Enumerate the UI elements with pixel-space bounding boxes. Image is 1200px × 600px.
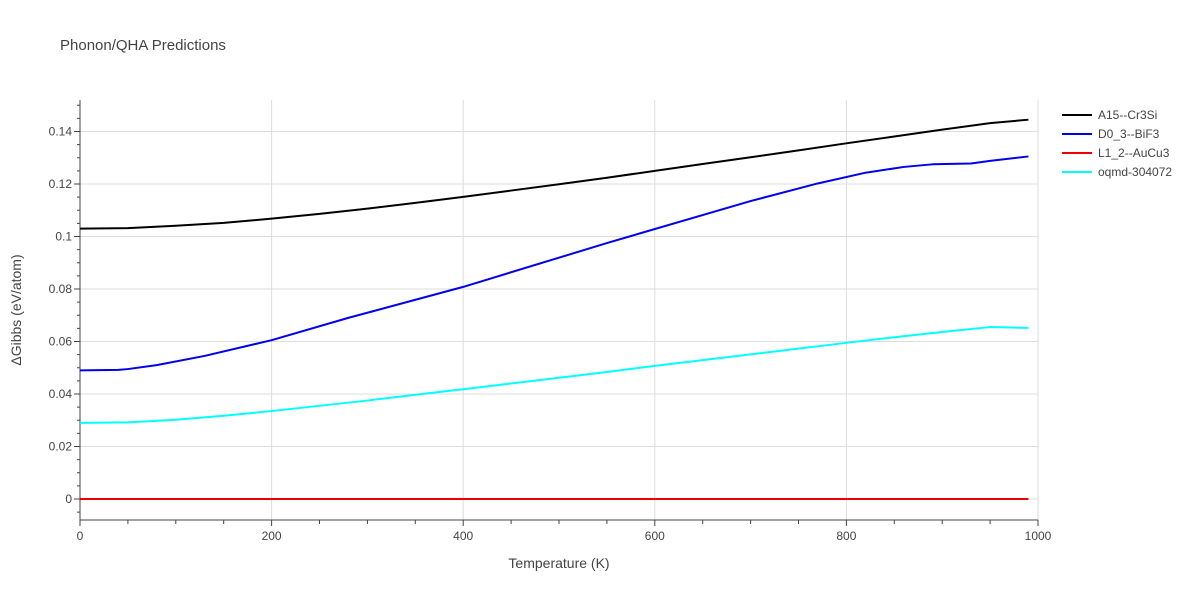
series-layer	[79, 118, 1029, 500]
legend-item-a15-cr3si[interactable]: A15--Cr3Si	[1062, 108, 1157, 122]
legend-item-d0-3-bif3[interactable]: D0_3--BiF3	[1062, 127, 1160, 141]
y-axis-title: ΔGibbs (eV/atom)	[8, 254, 24, 365]
legend-label: A15--Cr3Si	[1098, 108, 1157, 122]
legend-item-l1-2-aucu3[interactable]: L1_2--AuCu3	[1062, 146, 1170, 160]
y-tick-label: 0.14	[49, 125, 73, 139]
y-tick-label: 0.1	[55, 230, 72, 244]
y-tick-label: 0.12	[49, 177, 73, 191]
series-line-a15-cr3si	[79, 118, 1029, 230]
legend-item-oqmd-304072[interactable]: oqmd-304072	[1062, 165, 1172, 179]
ticks-layer: 0 200 400 600 800 1000 0 0.02 0.04 0.06 0.08 0.1 0.1…	[49, 125, 1052, 544]
x-tick-label: 400	[453, 529, 473, 543]
y-tick-label: 0.06	[49, 335, 73, 349]
series-line-oqmd-304072	[79, 326, 1029, 424]
grid-layer	[80, 100, 1039, 520]
x-axis-title: Temperature (K)	[508, 555, 609, 571]
x-tick-label: 200	[262, 529, 282, 543]
x-tick-label: 800	[836, 529, 856, 543]
x-tick-label: 600	[645, 529, 665, 543]
y-tick-label: 0.08	[49, 282, 73, 296]
legend-label: L1_2--AuCu3	[1098, 146, 1170, 160]
axes-layer	[74, 100, 1039, 526]
legend[interactable]: A15--Cr3Si D0_3--BiF3 L1_2--AuCu3 oqmd-3040…	[1062, 108, 1172, 179]
y-tick-label: 0	[65, 492, 72, 506]
x-tick-label: 0	[77, 529, 84, 543]
x-tick-label: 1000	[1025, 529, 1052, 543]
series-line-d0-3-bif3	[79, 155, 1029, 372]
y-tick-label: 0.04	[49, 387, 73, 401]
y-tick-label: 0.02	[49, 440, 73, 454]
chart-title: Phonon/QHA Predictions	[60, 37, 226, 54]
legend-label: oqmd-304072	[1098, 165, 1172, 179]
legend-label: D0_3--BiF3	[1098, 127, 1160, 141]
